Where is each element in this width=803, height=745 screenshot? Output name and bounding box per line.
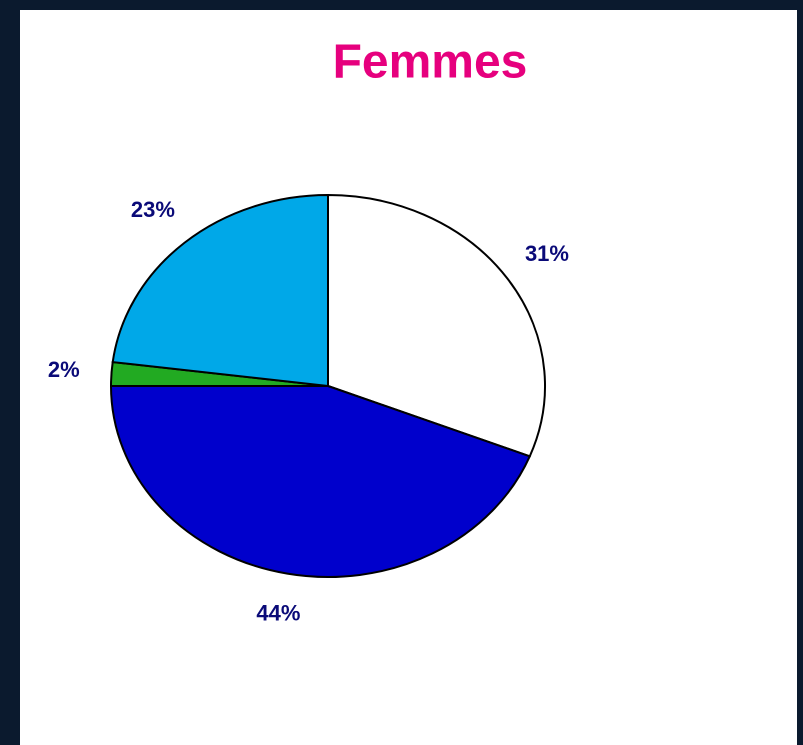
- pie-slice: [109, 385, 532, 578]
- pie-slice: [111, 193, 329, 388]
- data-label: 2%: [48, 357, 80, 382]
- data-label: 23%: [131, 197, 175, 222]
- pie-slice: [327, 193, 546, 458]
- chart-title: Femmes: [333, 36, 528, 89]
- data-label: 31%: [525, 241, 569, 266]
- data-label: 44%: [256, 601, 300, 626]
